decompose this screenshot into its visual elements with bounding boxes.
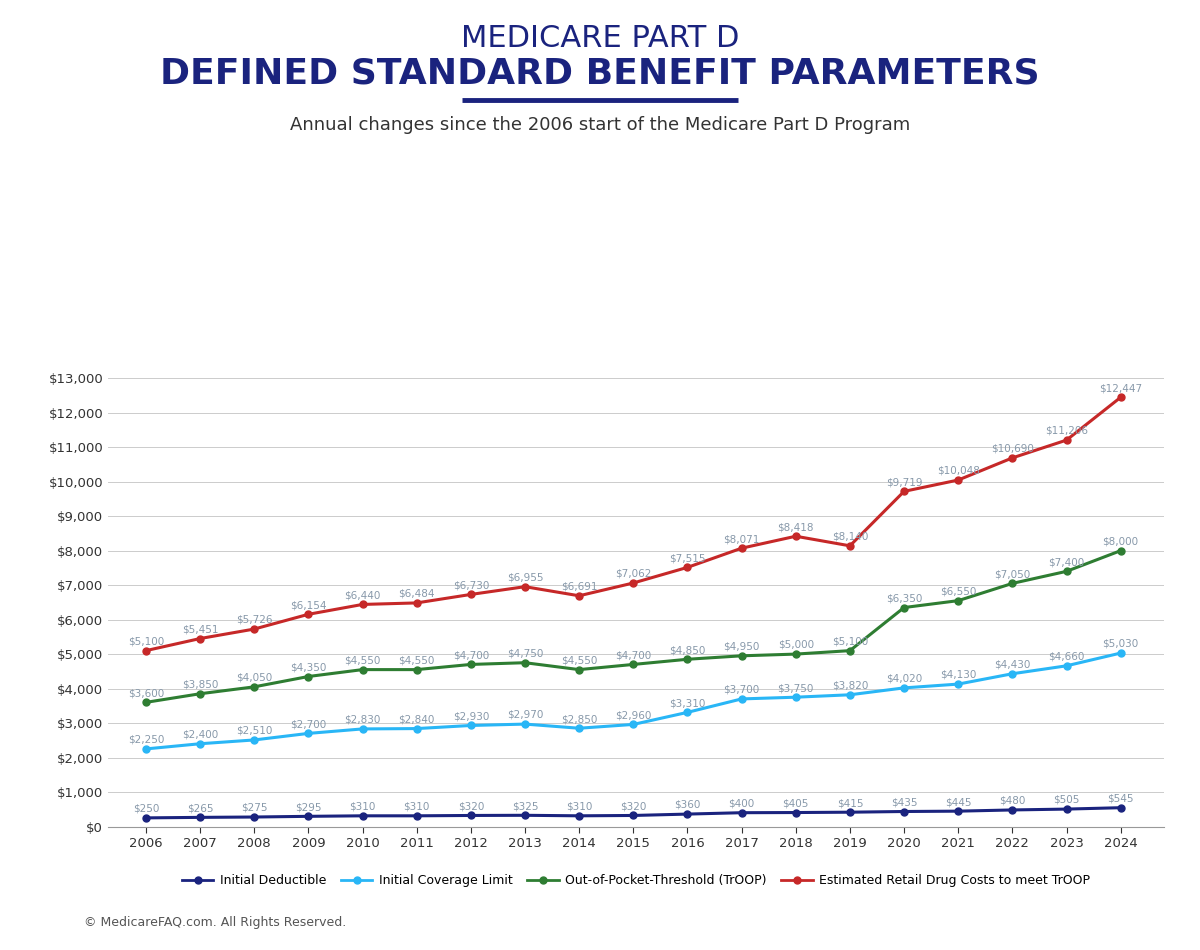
Text: $4,850: $4,850 <box>670 645 706 656</box>
Text: $6,730: $6,730 <box>452 580 490 590</box>
Text: $12,447: $12,447 <box>1099 383 1142 393</box>
Text: $4,550: $4,550 <box>398 656 434 665</box>
Text: $5,030: $5,030 <box>1103 639 1139 649</box>
Text: $325: $325 <box>511 801 539 811</box>
Text: $4,700: $4,700 <box>452 651 488 660</box>
Text: $3,820: $3,820 <box>832 680 868 691</box>
Text: $6,550: $6,550 <box>940 586 977 597</box>
Text: $3,600: $3,600 <box>127 688 164 698</box>
Text: $6,691: $6,691 <box>560 581 598 592</box>
Text: $320: $320 <box>457 802 484 811</box>
Text: $2,850: $2,850 <box>560 714 598 724</box>
Text: $7,050: $7,050 <box>995 569 1031 580</box>
Text: $10,048: $10,048 <box>937 466 979 476</box>
Text: $8,140: $8,140 <box>832 532 868 541</box>
Text: $250: $250 <box>133 804 160 814</box>
Text: $3,850: $3,850 <box>182 679 218 690</box>
Text: © MedicareFAQ.com. All Rights Reserved.: © MedicareFAQ.com. All Rights Reserved. <box>84 916 347 929</box>
Text: $4,350: $4,350 <box>290 662 326 673</box>
Text: $320: $320 <box>620 802 647 811</box>
Text: $310: $310 <box>566 802 593 811</box>
Text: $480: $480 <box>1000 796 1026 806</box>
Text: $435: $435 <box>890 797 917 808</box>
Text: $9,719: $9,719 <box>886 477 923 487</box>
Text: Annual changes since the 2006 start of the Medicare Part D Program: Annual changes since the 2006 start of t… <box>290 116 910 134</box>
Text: $2,250: $2,250 <box>127 734 164 745</box>
Text: $8,071: $8,071 <box>724 534 760 544</box>
Text: $2,960: $2,960 <box>616 711 652 720</box>
Text: $6,484: $6,484 <box>398 589 434 598</box>
Text: $4,750: $4,750 <box>506 649 544 658</box>
Text: $7,400: $7,400 <box>1049 558 1085 567</box>
Text: $5,726: $5,726 <box>236 615 272 625</box>
Text: $7,515: $7,515 <box>670 553 706 563</box>
Text: $5,100: $5,100 <box>832 636 868 647</box>
Text: $2,930: $2,930 <box>452 712 490 721</box>
Text: $5,100: $5,100 <box>127 636 164 647</box>
Text: $295: $295 <box>295 802 322 812</box>
Text: $4,950: $4,950 <box>724 641 760 652</box>
Text: $8,418: $8,418 <box>778 522 814 532</box>
Text: $5,000: $5,000 <box>778 640 814 650</box>
Text: $4,430: $4,430 <box>994 659 1031 670</box>
Text: $310: $310 <box>349 802 376 811</box>
Text: $6,440: $6,440 <box>344 590 380 600</box>
Text: $415: $415 <box>836 798 863 808</box>
Text: $400: $400 <box>728 799 755 808</box>
Text: $3,700: $3,700 <box>724 685 760 694</box>
Text: $2,700: $2,700 <box>290 719 326 730</box>
Text: $4,130: $4,130 <box>940 670 977 680</box>
Text: $310: $310 <box>403 802 430 811</box>
Text: $275: $275 <box>241 803 268 813</box>
Text: DEFINED STANDARD BENEFIT PARAMETERS: DEFINED STANDARD BENEFIT PARAMETERS <box>160 57 1040 91</box>
Text: $6,154: $6,154 <box>290 600 326 610</box>
Text: $545: $545 <box>1108 793 1134 804</box>
Text: $4,020: $4,020 <box>886 674 922 684</box>
Text: $2,840: $2,840 <box>398 714 434 725</box>
Text: $5,451: $5,451 <box>182 624 218 635</box>
Text: $2,830: $2,830 <box>344 714 380 725</box>
Text: $4,660: $4,660 <box>1049 652 1085 662</box>
Text: $265: $265 <box>187 803 214 813</box>
Text: $7,062: $7,062 <box>616 569 652 579</box>
Text: $2,400: $2,400 <box>182 730 218 740</box>
Text: $10,690: $10,690 <box>991 444 1034 454</box>
Text: $4,050: $4,050 <box>236 673 272 683</box>
Text: $4,700: $4,700 <box>616 651 652 660</box>
Legend: Initial Deductible, Initial Coverage Limit, Out-of-Pocket-Threshold (TrOOP), Est: Initial Deductible, Initial Coverage Lim… <box>178 869 1094 892</box>
Text: $8,000: $8,000 <box>1103 537 1139 546</box>
Text: $4,550: $4,550 <box>560 656 598 665</box>
Text: $505: $505 <box>1054 795 1080 805</box>
Text: $6,955: $6,955 <box>506 573 544 582</box>
Text: $11,206: $11,206 <box>1045 426 1088 436</box>
Text: $2,970: $2,970 <box>506 710 544 720</box>
Text: $360: $360 <box>674 800 701 810</box>
Text: $6,350: $6,350 <box>886 594 923 603</box>
Text: $3,750: $3,750 <box>778 683 814 694</box>
Text: $4,550: $4,550 <box>344 656 380 665</box>
Text: $445: $445 <box>944 797 972 807</box>
Text: $405: $405 <box>782 798 809 808</box>
Text: $2,510: $2,510 <box>236 726 272 736</box>
Text: MEDICARE PART D: MEDICARE PART D <box>461 24 739 53</box>
Text: $3,310: $3,310 <box>670 698 706 709</box>
